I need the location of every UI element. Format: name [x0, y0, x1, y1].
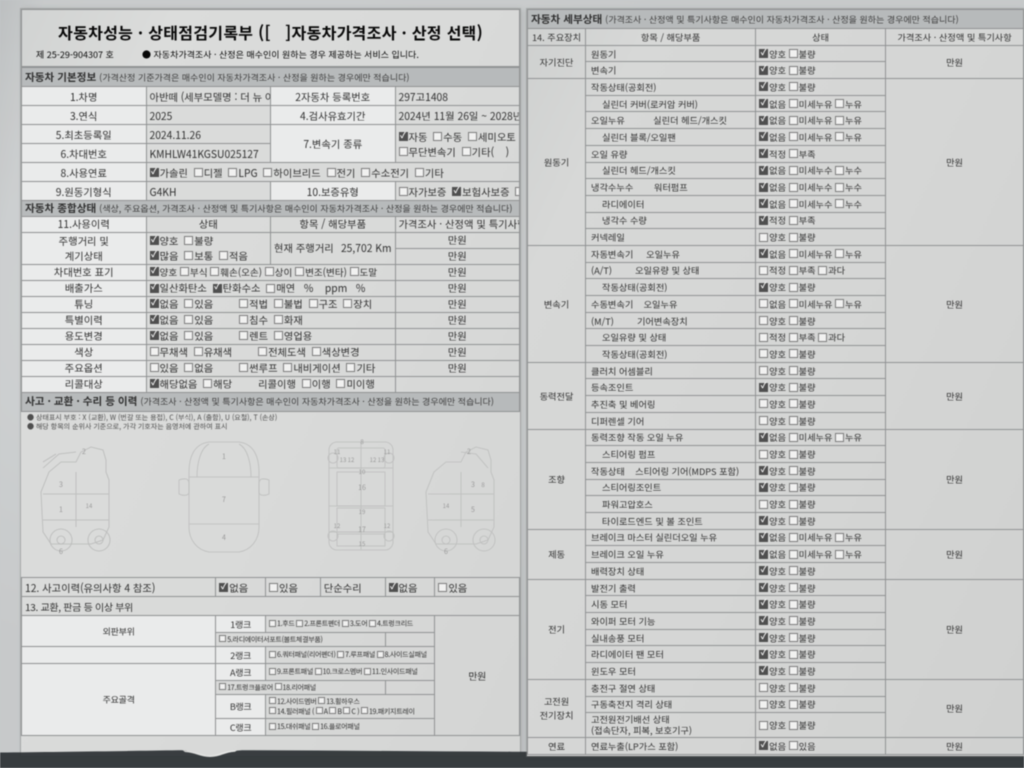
svg-text:12: 12 [370, 455, 377, 464]
svg-text:12: 12 [334, 521, 341, 530]
svg-text:16: 16 [358, 483, 366, 493]
svg-text:8: 8 [360, 437, 364, 446]
svg-text:10: 10 [359, 467, 366, 476]
svg-text:13: 13 [340, 455, 347, 464]
svg-text:12: 12 [348, 455, 355, 464]
svg-text:3: 3 [471, 480, 475, 490]
svg-text:4: 4 [222, 533, 226, 543]
svg-text:1: 1 [222, 452, 226, 462]
svg-text:11: 11 [384, 447, 391, 456]
svg-text:12: 12 [384, 521, 391, 530]
svg-text:6: 6 [444, 547, 448, 557]
svg-text:2: 2 [82, 447, 86, 457]
svg-text:14: 14 [443, 501, 450, 510]
svg-text:7: 7 [222, 495, 226, 505]
svg-text:14: 14 [86, 501, 93, 510]
svg-text:1: 1 [59, 505, 63, 515]
svg-text:6: 6 [59, 547, 63, 557]
svg-text:15: 15 [359, 539, 366, 548]
svg-text:17: 17 [358, 525, 366, 535]
svg-text:5: 5 [471, 505, 475, 515]
svg-text:8: 8 [481, 480, 485, 489]
svg-text:13: 13 [378, 455, 385, 464]
svg-text:2: 2 [467, 447, 471, 457]
svg-text:3: 3 [59, 480, 63, 490]
svg-text:19: 19 [359, 507, 366, 516]
